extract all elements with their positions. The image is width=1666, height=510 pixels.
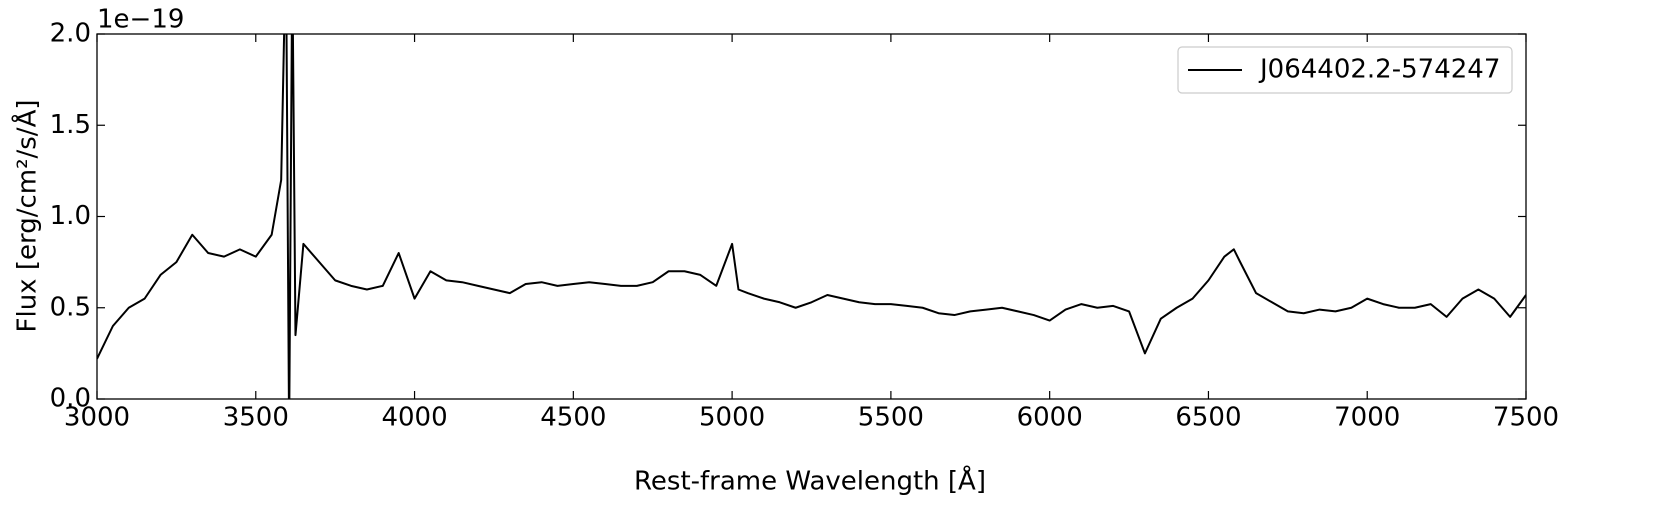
y-axis-label: Flux [erg/cm²/s/Å] xyxy=(11,100,43,333)
y-offset-label: 1e−19 xyxy=(97,5,184,35)
y-tick-label: 1.5 xyxy=(50,110,91,140)
x-tick-label: 7000 xyxy=(1334,403,1400,433)
y-tick-label: 0.0 xyxy=(50,384,91,414)
y-tick-label: 0.5 xyxy=(50,292,91,322)
y-tick-label: 2.0 xyxy=(50,19,91,49)
y-tick-label: 1.0 xyxy=(50,201,91,231)
x-tick-label: 3000 xyxy=(64,403,130,433)
x-tick-label: 7500 xyxy=(1493,403,1559,433)
legend-box xyxy=(1177,46,1513,94)
x-tick-label: 6000 xyxy=(1017,403,1083,433)
x-axis-label: Rest-frame Wavelength [Å] xyxy=(634,465,986,497)
x-tick-label: 5500 xyxy=(858,403,924,433)
spectrum-line xyxy=(97,34,1526,399)
x-tick-label: 5000 xyxy=(699,403,765,433)
legend-label: J064402.2-574247 xyxy=(1258,55,1500,85)
x-tick-label: 3500 xyxy=(223,403,289,433)
x-tick-label: 4500 xyxy=(540,403,606,433)
x-tick-label: 6500 xyxy=(1175,403,1241,433)
x-tick-label: 4000 xyxy=(381,403,447,433)
